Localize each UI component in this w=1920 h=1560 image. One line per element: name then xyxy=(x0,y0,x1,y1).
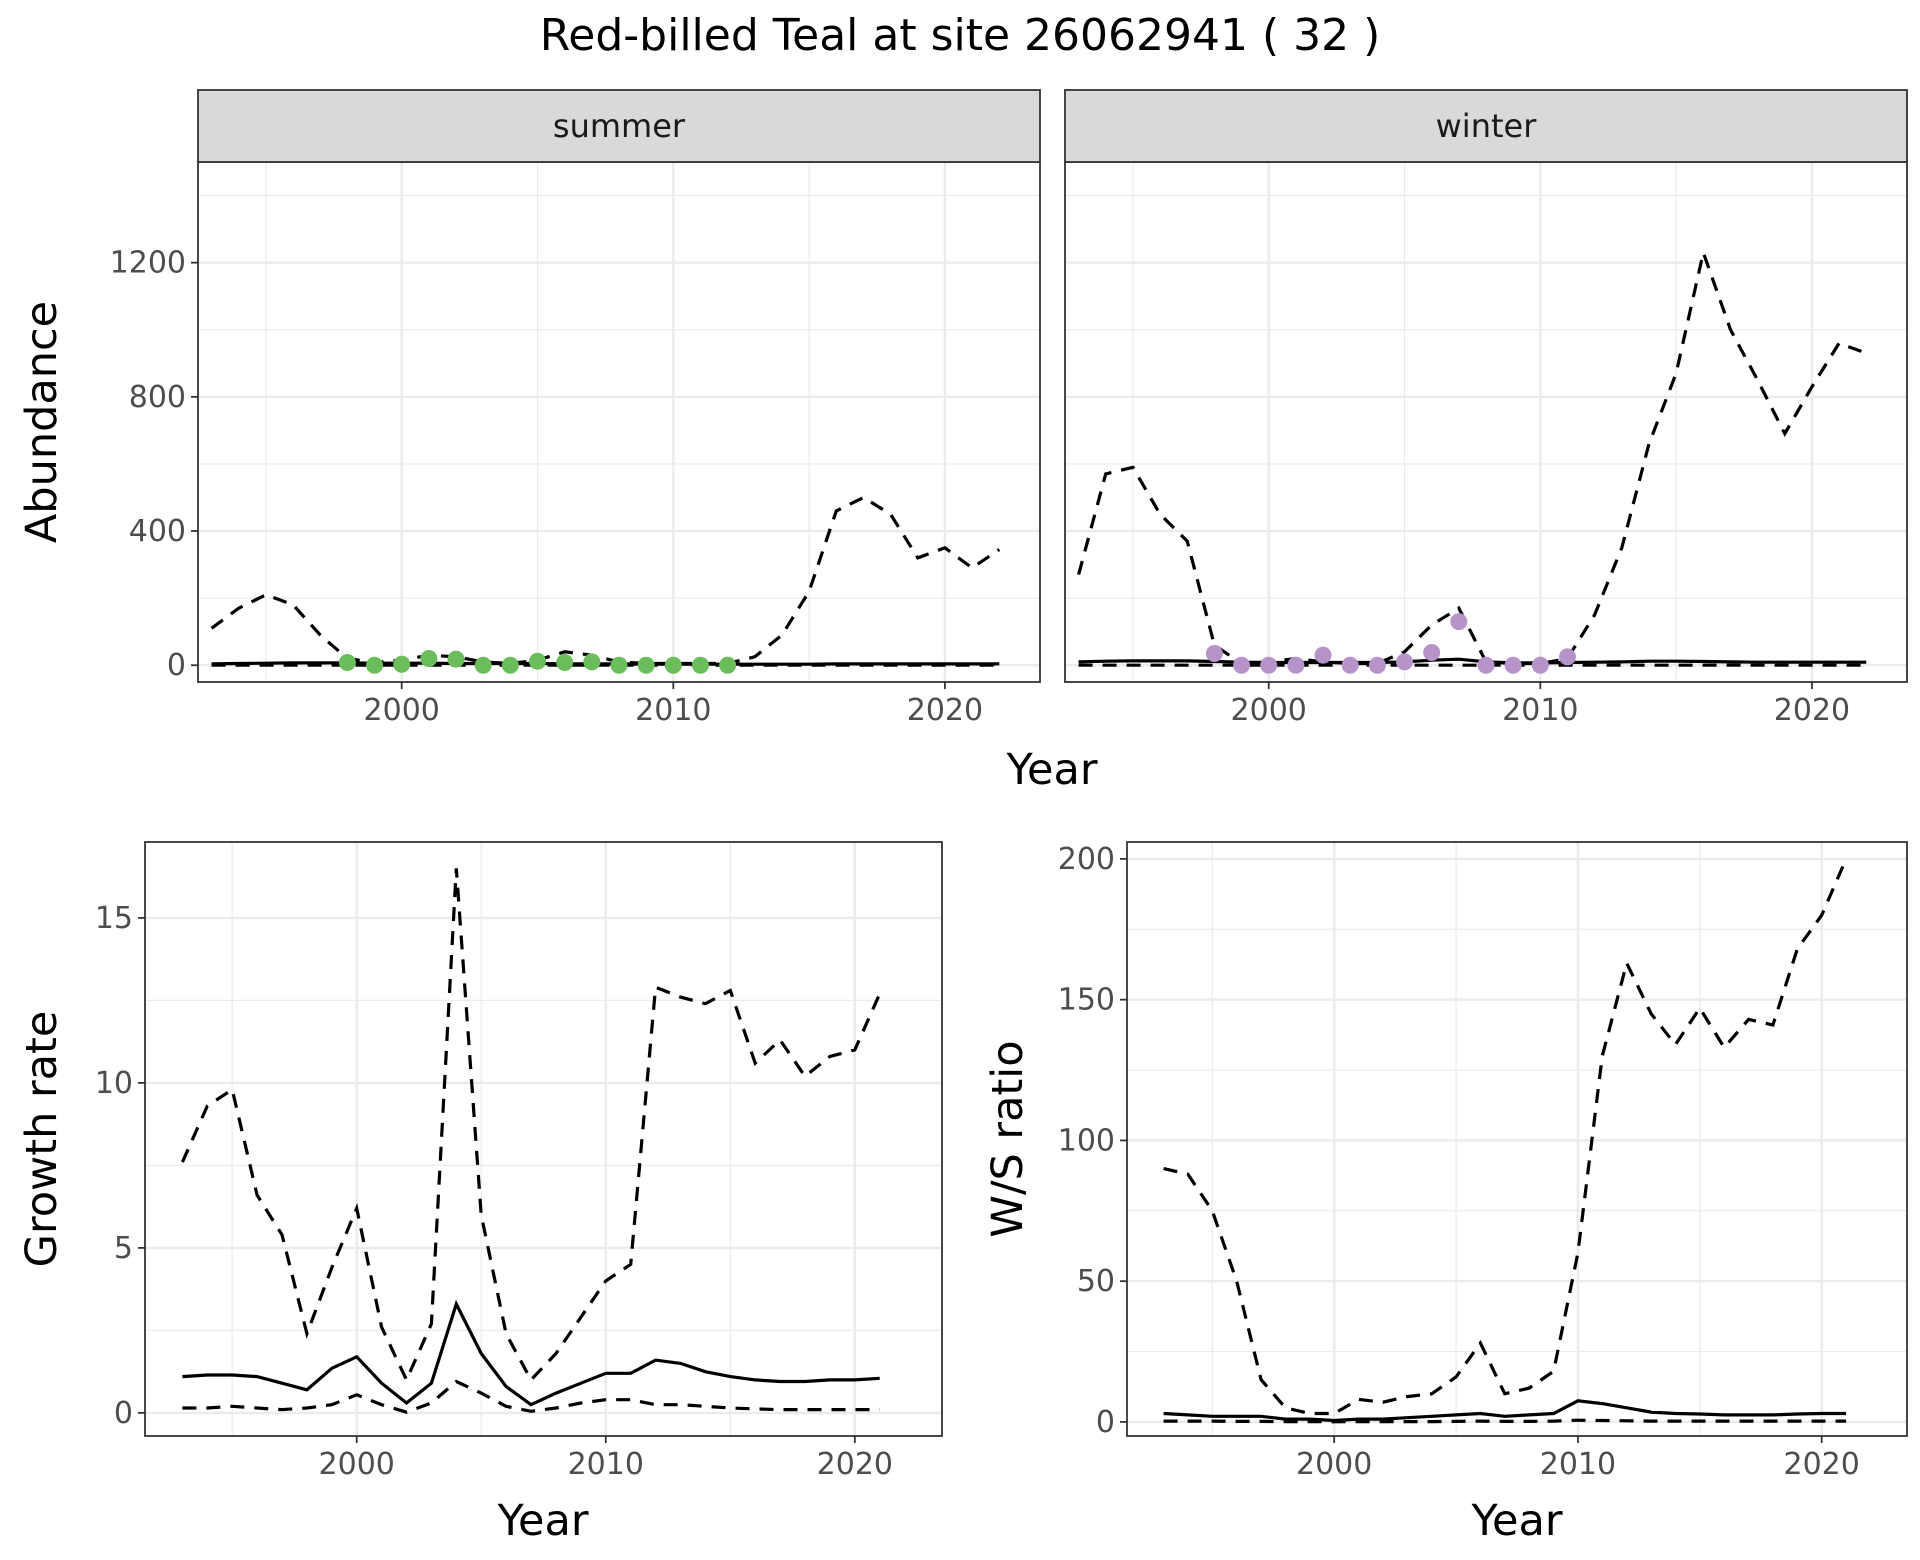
growth-x-tick-label: 2020 xyxy=(817,1447,893,1482)
abundance-summer-x-tick-label: 2020 xyxy=(907,693,983,728)
abundance-summer-strip-label: summer xyxy=(553,107,686,145)
abundance-winter-observed-point xyxy=(1233,656,1251,674)
growth-line-estimate xyxy=(182,1299,880,1407)
ws-ratio-line-upper xyxy=(1163,858,1848,1416)
growth-x-tick-label: 2000 xyxy=(319,1447,395,1482)
abundance-summer-x-tick-label: 2000 xyxy=(364,693,440,728)
abundance-chart: 2000 2010 2020 0 400 800 1200 summer 2000 2010 202… xyxy=(17,89,1908,795)
abundance-summer-observed-point xyxy=(393,655,411,673)
abundance-winter-observed-point xyxy=(1531,656,1549,674)
growth-y-tick-label: 0 xyxy=(114,1396,133,1431)
abundance-winter-observed-point xyxy=(1423,643,1441,661)
abundance-winter-strip xyxy=(1064,89,1908,163)
growth-x-tick-label: 2010 xyxy=(568,1447,644,1482)
abundance-summer-observed-point xyxy=(447,650,465,668)
abundance-winter-panel-border xyxy=(1064,161,1908,683)
abundance-summer-line-upper xyxy=(210,495,1001,666)
abundance-summer-x-tick-label: 2010 xyxy=(635,693,711,728)
abundance-summer-observed-point xyxy=(583,653,601,671)
abundance-winter-observed-point xyxy=(1368,656,1386,674)
growth-y-tick-label: 5 xyxy=(114,1231,133,1266)
abundance-winter-observed-point xyxy=(1558,648,1576,666)
abundance-summer-y-tick-label: 800 xyxy=(129,380,186,415)
ws-ratio-y-tick-label: 50 xyxy=(1077,1264,1115,1299)
growth-line-lower xyxy=(182,1379,880,1414)
abundance-summer-y-tick-label: 1200 xyxy=(110,246,186,281)
growth-y-tick-label: 10 xyxy=(95,1066,133,1101)
abundance-winter-observed-point xyxy=(1477,656,1495,674)
abundance-winter-strip-label: winter xyxy=(1436,107,1538,145)
ws-ratio-panel-border xyxy=(1126,841,1908,1437)
ws-ratio-y-tick-label: 0 xyxy=(1096,1405,1115,1440)
abundance-winter-x-tick-label: 2010 xyxy=(1502,693,1578,728)
ws-ratio-y-axis-title: W/S ratio xyxy=(983,1040,1033,1237)
abundance-winter-observed-point xyxy=(1260,656,1278,674)
growth-y-axis-title: Growth rate xyxy=(17,1011,67,1268)
abundance-summer-observed-point xyxy=(691,656,709,674)
ws-ratio-line-estimate xyxy=(1163,1399,1847,1423)
abundance-winter-observed-point xyxy=(1504,656,1522,674)
abundance-summer-observed-point xyxy=(610,656,628,674)
abundance-summer-observed-point xyxy=(501,656,519,674)
abundance-summer-observed-point xyxy=(474,656,492,674)
abundance-winter-observed-point xyxy=(1396,653,1414,671)
ws-ratio-x-tick-label: 2020 xyxy=(1784,1447,1860,1482)
growth-y-tick-label: 15 xyxy=(95,901,133,936)
ws-ratio-x-tick-label: 2010 xyxy=(1540,1447,1616,1482)
abundance-winter-observed-point xyxy=(1341,656,1359,674)
abundance-summer-observed-point xyxy=(719,656,737,674)
abundance-winter-observed-point xyxy=(1205,644,1223,662)
abundance-summer-observed-point xyxy=(338,654,356,672)
ws-ratio-y-tick-label: 150 xyxy=(1058,983,1115,1018)
abundance-summer-observed-point xyxy=(529,652,547,670)
abundance-summer-strip xyxy=(197,89,1041,163)
ws-ratio-y-tick-label: 200 xyxy=(1058,842,1115,877)
abundance-winter-x-tick-label: 2020 xyxy=(1774,693,1850,728)
abundance-summer-y-tick-label: 0 xyxy=(167,648,186,683)
growth-x-axis-title: Year xyxy=(496,1496,588,1546)
abundance-winter-observed-point xyxy=(1314,646,1332,664)
abundance-summer-observed-point xyxy=(420,650,438,668)
ws-ratio-chart: 2000 2010 2020 0 50 100 150 200 Year W/S ratio xyxy=(983,841,1908,1546)
ws-ratio-line-lower xyxy=(1163,1418,1847,1424)
ws-ratio-x-tick-label: 2000 xyxy=(1296,1447,1372,1482)
abundance-x-axis-title: Year xyxy=(1005,745,1097,795)
abundance-winter-line-estimate xyxy=(1078,657,1867,665)
abundance-y-axis-title: Abundance xyxy=(17,301,67,543)
abundance-winter-line-upper xyxy=(1077,246,1867,666)
abundance-summer-observed-point xyxy=(556,654,574,672)
growth-line-upper xyxy=(180,868,882,1384)
abundance-summer-observed-point xyxy=(664,656,682,674)
abundance-summer-observed-point xyxy=(637,656,655,674)
growth-rate-chart: 2000 2010 2020 0 5 10 15 Year Growth rate xyxy=(17,841,943,1546)
abundance-summer-panel-border xyxy=(197,161,1041,683)
growth-panel-border xyxy=(144,841,943,1437)
ws-ratio-x-axis-title: Year xyxy=(1470,1496,1562,1546)
abundance-summer-observed-point xyxy=(366,656,384,674)
ws-ratio-y-tick-label: 100 xyxy=(1058,1123,1115,1158)
figure-title: Red-billed Teal at site 26062941 ( 32 ) xyxy=(540,10,1381,61)
abundance-winter-observed-point xyxy=(1450,613,1468,631)
abundance-winter-observed-point xyxy=(1287,656,1305,674)
abundance-winter-x-tick-label: 2000 xyxy=(1231,693,1307,728)
abundance-summer-y-tick-label: 400 xyxy=(129,514,186,549)
